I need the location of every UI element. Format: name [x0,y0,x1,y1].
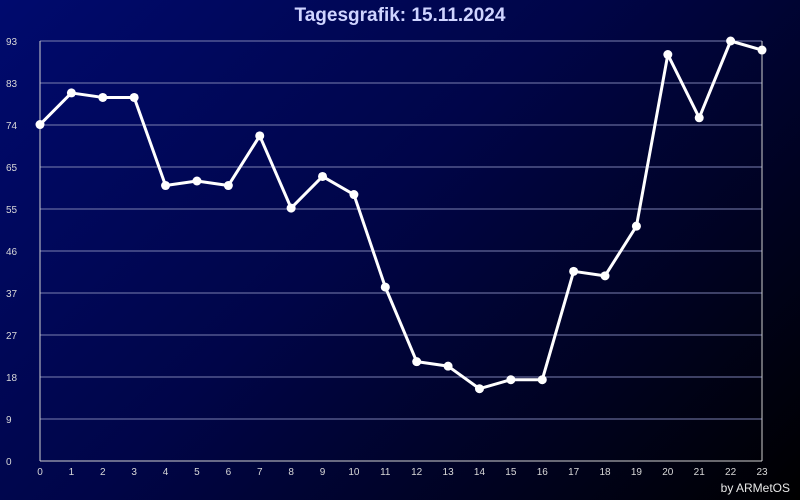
y-tick-label: 65 [6,163,18,174]
x-tick-label: 1 [69,467,75,478]
data-point [129,92,139,102]
y-tick-label: 18 [6,373,18,384]
data-point [694,113,704,123]
data-point [318,171,328,181]
data-point [506,375,516,385]
x-tick-label: 15 [505,467,517,478]
data-point [663,50,673,60]
data-point [192,176,202,186]
series-line [38,39,763,391]
data-point [35,120,45,130]
data-point [161,181,171,191]
x-tick-label: 4 [163,467,169,478]
data-point [443,361,453,371]
x-tick-label: 7 [257,467,263,478]
x-tick-label: 13 [443,467,455,478]
x-tick-label: 11 [380,467,391,478]
y-tick-label: 93 [6,37,18,48]
data-point [569,266,579,276]
x-tick-label: 6 [226,467,232,478]
x-tick-label: 9 [320,467,326,478]
data-point [349,190,359,200]
x-tick-label: 14 [474,467,486,478]
y-tick-label: 27 [6,331,18,342]
data-point [98,92,108,102]
x-tick-label: 23 [756,467,768,478]
x-tick-label: 21 [694,467,706,478]
data-point [537,375,547,385]
x-tick-label: 22 [725,467,737,478]
data-point [223,181,233,191]
credit-label: by ARMetOS [720,481,790,495]
chart-title: Tagesgrafik: 15.11.2024 [294,5,506,26]
y-tick-label: 0 [6,457,12,468]
x-tick-label: 0 [37,467,43,478]
y-tick-labels: 0 9 18 27 37 46 55 65 74 83 93 [6,37,18,468]
grid-lines [40,40,762,420]
series-temperature [35,36,767,394]
data-point [412,357,422,367]
x-tick-label: 20 [662,467,674,478]
x-tick-label: 8 [288,467,294,478]
data-point [757,45,767,55]
data-point [380,282,390,292]
data-point [66,88,76,98]
y-tick-label: 9 [6,415,12,426]
x-tick-labels: 0 1 2 3 4 5 6 7 8 9 10 11 12 13 14 15 16 17 18 19 20 21 22 23 [37,467,768,478]
data-point [255,131,265,141]
axes [39,41,763,462]
x-tick-label: 18 [599,467,611,478]
y-tick-label: 83 [6,79,18,90]
x-tick-label: 16 [537,467,549,478]
y-tick-label: 46 [6,247,18,258]
data-point [600,271,610,281]
x-tick-label: 19 [631,467,643,478]
data-point [474,384,484,394]
y-tick-label: 74 [6,121,18,132]
x-tick-label: 17 [568,467,580,478]
x-tick-label: 3 [131,467,137,478]
x-tick-label: 2 [100,467,106,478]
data-point [631,221,641,231]
x-tick-label: 12 [411,467,423,478]
x-tick-label: 10 [348,467,360,478]
y-tick-label: 37 [6,289,18,300]
data-point [726,36,736,46]
data-point [286,203,296,213]
x-tick-label: 5 [194,467,200,478]
y-tick-label: 55 [6,205,18,216]
